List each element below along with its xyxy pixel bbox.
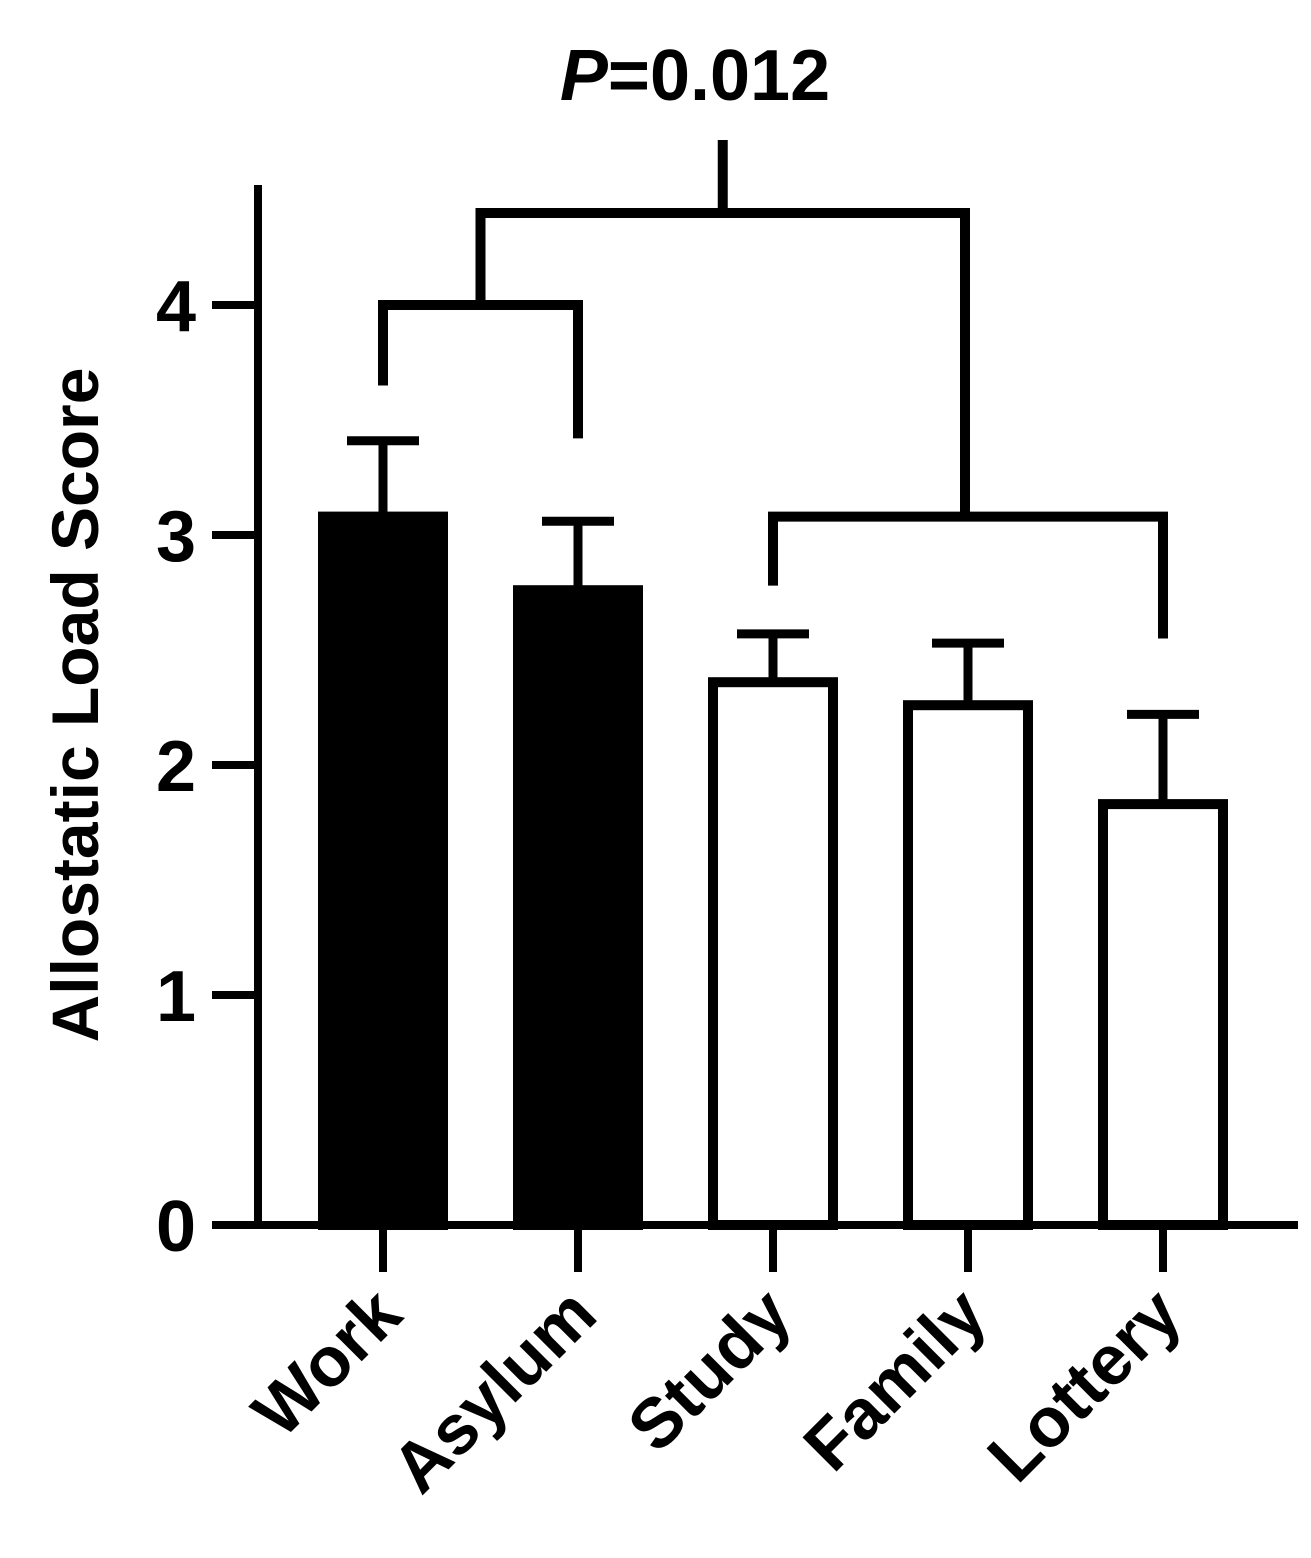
bracket-group-1 (378, 300, 583, 439)
p-value-label: P (560, 36, 609, 116)
bar-lottery (1098, 799, 1228, 1230)
y-tick-label-0: 0 (156, 1187, 196, 1267)
y-tick-label-4: 4 (156, 267, 196, 347)
x-tick-label-asylum: Asylum (377, 1273, 611, 1507)
y-axis-label: Allostatic Load Score (38, 368, 112, 1043)
x-tick-label-work: Work (238, 1273, 416, 1451)
p-value-annotation: P=0.012 (560, 36, 830, 116)
bars-group (318, 511, 1228, 1230)
bracket-top (475, 208, 970, 517)
bracket-group-2 (768, 511, 1168, 639)
y-ticks-group: 0 1 2 3 4 (156, 267, 258, 1267)
bar-asylum (513, 585, 643, 1230)
bar-family (903, 700, 1033, 1230)
p-value-number: =0.012 (608, 36, 830, 116)
error-bars-group (347, 436, 1199, 805)
significance-brackets (378, 140, 1168, 639)
x-tick-label-family: Family (789, 1273, 1001, 1485)
y-tick-label-1: 1 (156, 957, 196, 1037)
y-tick-label-2: 2 (156, 727, 196, 807)
y-tick-label-3: 3 (156, 497, 196, 577)
bar-study (708, 677, 838, 1230)
x-tick-label-lottery: Lottery (973, 1273, 1196, 1496)
x-tick-label-study: Study (613, 1273, 806, 1466)
bar-work (318, 511, 448, 1230)
axes-group (212, 185, 1298, 1229)
